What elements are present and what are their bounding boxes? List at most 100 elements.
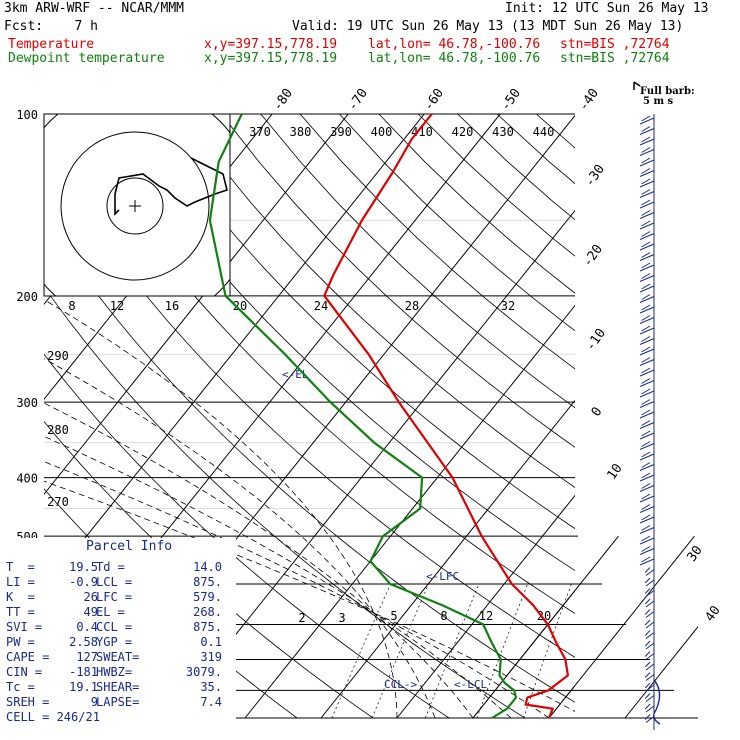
isotherm-label-10: 10 bbox=[604, 461, 625, 482]
parcel-cell: 319 bbox=[200, 650, 222, 664]
parcel-cell: SHEAR= bbox=[96, 680, 140, 694]
wind-barb-half bbox=[644, 651, 651, 657]
isotherm-label--60: -60 bbox=[421, 86, 447, 114]
wind-barb bbox=[645, 653, 655, 660]
parcel-cell: SWEAT= bbox=[96, 650, 140, 664]
dry-adiabat-430 bbox=[496, 114, 575, 185]
mixing-ratio-line-3 bbox=[371, 583, 429, 719]
wind-barb-half bbox=[641, 483, 651, 489]
parcel-cell: CIN = bbox=[6, 665, 43, 679]
wind-barb bbox=[639, 537, 655, 545]
theta-label-370: 370 bbox=[249, 125, 271, 139]
pressure-label-100: 100 bbox=[16, 108, 38, 122]
wind-barb-half bbox=[641, 346, 651, 353]
wind-barb bbox=[639, 128, 655, 135]
wind-barb bbox=[639, 390, 655, 398]
wind-barb bbox=[639, 149, 655, 156]
dry-adiabat-290 bbox=[44, 285, 526, 719]
mixing-ratio-label-12: 12 bbox=[479, 609, 493, 623]
mixing-ratio-line-5 bbox=[424, 583, 480, 719]
wind-barb-half bbox=[644, 672, 651, 678]
parcel-row: K = 26 LFC = 579. bbox=[4, 590, 236, 604]
parcel-row: TT = 49 EL = 268. bbox=[4, 605, 236, 619]
speed-label-24: 24 bbox=[314, 299, 328, 313]
wind-barb-half bbox=[641, 504, 651, 510]
temperature-stn: stn=BIS ,72764 bbox=[560, 37, 670, 52]
isotherm-low-10 bbox=[472, 535, 619, 719]
speed-label-16: 16 bbox=[165, 299, 179, 313]
wind-barb bbox=[639, 317, 655, 324]
wind-barb-half bbox=[641, 546, 651, 552]
isotherm-low-30 bbox=[624, 625, 698, 719]
wind-barb-half bbox=[644, 661, 651, 668]
dry-adiabat-380 bbox=[299, 114, 575, 370]
wind-barb-half bbox=[641, 472, 651, 479]
parcel-cell: 875. bbox=[193, 620, 222, 634]
lower-grid bbox=[472, 535, 698, 719]
wind-barb bbox=[639, 243, 655, 251]
wind-barb bbox=[639, 159, 655, 167]
wind-barb bbox=[639, 558, 655, 566]
wind-barb-half bbox=[641, 273, 651, 279]
wind-barb-half bbox=[641, 304, 651, 311]
dry-adiabat-350 bbox=[181, 114, 575, 488]
lfc-marker: <-LFC bbox=[426, 570, 459, 583]
dry-adiabat-410 bbox=[417, 114, 575, 257]
wind-barb bbox=[645, 705, 655, 713]
wind-barb bbox=[639, 380, 655, 387]
wind-barb-half bbox=[641, 126, 651, 132]
wind-barb-half bbox=[644, 682, 651, 689]
isotherm--20 bbox=[244, 304, 575, 719]
wind-barb-half bbox=[641, 199, 651, 206]
parcel-cell: HWBZ= bbox=[96, 665, 133, 679]
wind-barb bbox=[639, 548, 655, 555]
wind-barb bbox=[639, 138, 655, 146]
wind-barb bbox=[645, 579, 655, 587]
speed-label-8: 8 bbox=[68, 299, 75, 313]
wind-barb bbox=[639, 411, 655, 419]
wind-barb bbox=[645, 632, 655, 639]
wind-barb-half bbox=[641, 409, 651, 416]
dry-adiabat-330 bbox=[102, 114, 575, 572]
theta-label-410: 410 bbox=[411, 125, 433, 139]
speed-label-20: 20 bbox=[233, 299, 247, 313]
parcel-cell: 0.4 bbox=[76, 620, 98, 634]
parcel-row: CIN = -181 HWBZ= 3079. bbox=[4, 665, 236, 679]
wind-barb-half bbox=[641, 451, 651, 458]
parcel-cell: 19.5 bbox=[69, 560, 98, 574]
parcel-cell: 875. bbox=[193, 575, 222, 589]
isotherm--30 bbox=[168, 209, 575, 719]
isotherm-label-40: 40 bbox=[702, 603, 723, 624]
wind-barb-half bbox=[644, 619, 651, 626]
wind-barb bbox=[639, 285, 655, 293]
isotherm-label-30: 30 bbox=[684, 543, 705, 564]
theta-label-380: 380 bbox=[290, 125, 312, 139]
parcel-row: T = 19.5 Td = 14.0 bbox=[4, 560, 236, 574]
wind-barb-half bbox=[641, 378, 651, 384]
wind-barb-half bbox=[641, 294, 651, 300]
parcel-cell: SREH = bbox=[6, 695, 50, 709]
wind-barb-half bbox=[641, 556, 651, 563]
barb-legend-line2: 5 m s bbox=[643, 96, 674, 107]
mixing-ratio-line-2 bbox=[331, 583, 391, 719]
wind-barb-half bbox=[641, 315, 651, 321]
parcel-row: SREH = 9 LAPSE= 7.4 bbox=[4, 695, 236, 709]
hodograph bbox=[43, 113, 231, 297]
wind-barb-half bbox=[644, 588, 651, 594]
wind-barb-half bbox=[641, 283, 651, 290]
wind-barb-half bbox=[644, 577, 651, 584]
dewpoint-xy: x,y=397.15,778.19 bbox=[204, 51, 338, 66]
temperature-latlon: lat,lon= 46.78,-100.76 bbox=[368, 37, 541, 52]
parcel-cell: LCL = bbox=[96, 575, 133, 589]
isotherm-low-20 bbox=[548, 535, 695, 719]
isotherm--10 bbox=[320, 399, 575, 719]
wind-barb-half bbox=[641, 220, 651, 227]
wind-barb-half bbox=[644, 567, 651, 573]
ccl-marker: CCL-> bbox=[384, 678, 417, 691]
wind-barb-half bbox=[641, 231, 651, 237]
parcel-cell: 9 bbox=[90, 695, 98, 709]
isotherm-label--30: -30 bbox=[582, 162, 608, 190]
dewpoint-stn: stn=BIS ,72764 bbox=[560, 51, 670, 66]
dry-adiabat-440 bbox=[536, 114, 575, 149]
parcel-cell: 3079. bbox=[185, 665, 222, 679]
